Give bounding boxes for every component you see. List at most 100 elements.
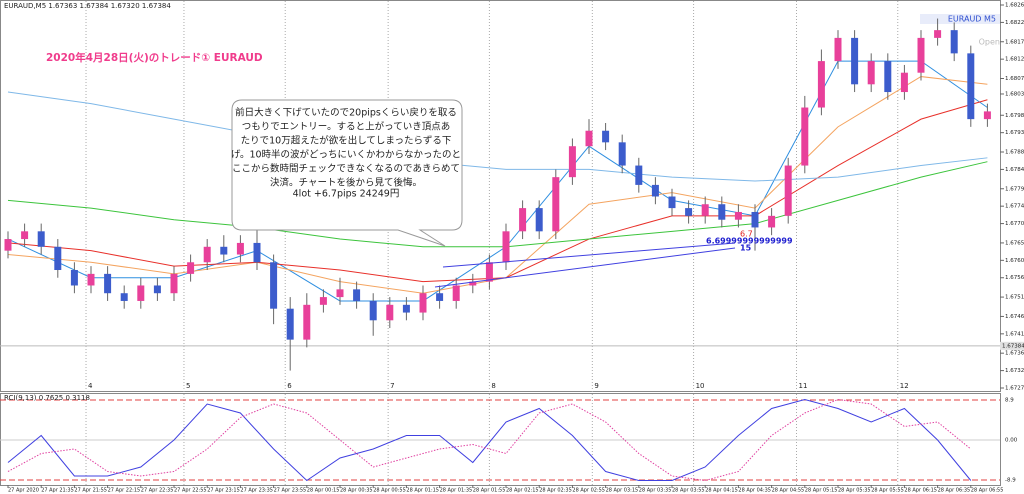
x-tick-label: 27 Apr 22:35 bbox=[141, 488, 174, 494]
y-tick-label: 1.67935 bbox=[1005, 130, 1024, 136]
y-tick-label: 1.68075 bbox=[1005, 76, 1024, 82]
x-tick-label: 27 Apr 23:15 bbox=[207, 488, 240, 494]
candle-body bbox=[884, 61, 892, 93]
y-tick-label: 1.67460 bbox=[1005, 314, 1024, 320]
trade-result: 4lot +6.7pips 24249円 bbox=[293, 189, 400, 200]
y-tick-label: 1.67745 bbox=[1005, 204, 1024, 210]
x-tick-label: 28 Apr 01:35 bbox=[440, 488, 473, 494]
candle-body bbox=[153, 285, 161, 294]
x-tick-label: 28 Apr 05:55 bbox=[871, 488, 904, 494]
annotation-line: げ。10時半の波がどっちにいくかわからなかったのと bbox=[231, 149, 461, 161]
candle-body bbox=[900, 72, 908, 93]
candle-body bbox=[270, 262, 278, 309]
chart-title: 2020年4月28日(火)のトレード① EURAUD bbox=[46, 51, 263, 64]
candle-body bbox=[369, 300, 377, 321]
x-tick-label: 28 Apr 01:15 bbox=[406, 488, 439, 494]
candle-body bbox=[220, 246, 228, 255]
y-tick-label: 1.67365 bbox=[1005, 351, 1024, 357]
x-tick-label: 28 Apr 05:35 bbox=[838, 488, 871, 494]
x-tick-label: 28 Apr 02:15 bbox=[506, 488, 539, 494]
y-tick-label: 1.67510 bbox=[1005, 295, 1024, 301]
trade-label: 6.69999999999999 bbox=[706, 237, 793, 246]
rci-title: RCI(9,13) 0.7625 0.3118 bbox=[4, 394, 90, 402]
candle-body bbox=[203, 246, 211, 263]
rci-tick-label: 0.00 bbox=[1005, 438, 1018, 444]
candle-body bbox=[386, 304, 394, 321]
trade-line bbox=[442, 242, 736, 268]
y-tick-label: 1.68265 bbox=[1005, 3, 1024, 9]
candle-body bbox=[701, 204, 709, 216]
main-panel bbox=[0, 0, 1001, 392]
x-tick-label: 28 Apr 05:15 bbox=[805, 488, 838, 494]
x-tick-label: 28 Apr 06:35 bbox=[938, 488, 971, 494]
y-tick-label: 1.67560 bbox=[1005, 275, 1024, 281]
indicator-line bbox=[7, 398, 972, 482]
session-label: 12 bbox=[900, 382, 909, 390]
session-label: 7 bbox=[390, 382, 394, 390]
x-tick-label: 28 Apr 03:55 bbox=[672, 488, 705, 494]
annotation: 前日大きく下げていたので20pipsくらい戻りを取るつもりでエントリー。すると上… bbox=[231, 107, 461, 189]
session-label: 8 bbox=[491, 382, 495, 390]
x-tick-label: 27 Apr 23:55 bbox=[274, 488, 307, 494]
x-tick-label: 27 Apr 21:55 bbox=[74, 488, 107, 494]
indicator-line bbox=[7, 398, 972, 482]
candle-body bbox=[851, 37, 859, 85]
x-tick-label: 28 Apr 02:35 bbox=[539, 488, 572, 494]
candle-body bbox=[950, 30, 958, 54]
y-tick-label: 1.67605 bbox=[1005, 258, 1024, 264]
candle-body bbox=[618, 142, 626, 166]
y-tick-label: 1.67275 bbox=[1005, 386, 1024, 392]
rci-tick-label: -8.9 bbox=[1005, 478, 1016, 484]
y-tick-label: 1.68125 bbox=[1005, 57, 1024, 63]
x-tick-label: 28 Apr 01:55 bbox=[473, 488, 506, 494]
x-tick-label: 28 Apr 04:35 bbox=[738, 488, 771, 494]
candle-body bbox=[917, 37, 925, 73]
trade-label: 6.7 bbox=[740, 230, 753, 239]
callout bbox=[231, 99, 463, 247]
candle-body bbox=[419, 293, 427, 313]
candle-body bbox=[519, 208, 527, 232]
candle-body bbox=[983, 111, 991, 120]
x-tick-label: 28 Apr 02:55 bbox=[572, 488, 605, 494]
current-price-label: 1.67384 bbox=[1002, 343, 1024, 349]
x-tick-label: 28 Apr 00:35 bbox=[340, 488, 373, 494]
annotation-line: 前日大きく下げていたので20pipsくらい戻りを取る bbox=[235, 107, 457, 119]
candle-body bbox=[651, 184, 659, 197]
candle-body bbox=[502, 231, 510, 263]
candle-body bbox=[319, 297, 327, 305]
candle-body bbox=[4, 239, 12, 251]
candle-body bbox=[253, 242, 261, 263]
candle-body bbox=[834, 37, 842, 62]
x-tick-label: 28 Apr 04:15 bbox=[705, 488, 738, 494]
candle-body bbox=[120, 293, 128, 301]
candle-body bbox=[568, 146, 576, 178]
candle-body bbox=[402, 304, 410, 313]
x-tick-label: 28 Apr 00:55 bbox=[373, 488, 406, 494]
candle-body bbox=[867, 61, 875, 85]
candle-body bbox=[137, 285, 145, 301]
candle-body bbox=[37, 231, 45, 247]
x-tick-label: 27 Apr 22:15 bbox=[108, 488, 141, 494]
header: EURAUD,M5 1.67363 1.67384 1.67320 1.6738… bbox=[4, 2, 171, 10]
candle-body bbox=[768, 215, 776, 228]
x-tick-label: 27 Apr 2020 bbox=[8, 488, 39, 494]
session-label: 5 bbox=[186, 382, 190, 390]
candle-body bbox=[436, 293, 444, 301]
candle-body bbox=[934, 30, 942, 38]
candle-body bbox=[784, 165, 792, 216]
candle-body bbox=[801, 107, 809, 166]
candle-body bbox=[734, 211, 742, 220]
y-tick-label: 1.68170 bbox=[1005, 39, 1024, 45]
session-label: 6 bbox=[287, 382, 292, 390]
candle-body bbox=[336, 289, 344, 298]
rci-tick-label: 8.9 bbox=[1005, 397, 1014, 403]
candle-body bbox=[353, 289, 361, 301]
x-tick-label: 28 Apr 04:55 bbox=[772, 488, 805, 494]
candle-body bbox=[104, 273, 112, 294]
x-tick-label: 27 Apr 23:35 bbox=[240, 488, 273, 494]
candle-body bbox=[187, 262, 195, 274]
y-tick-label: 1.67700 bbox=[1005, 221, 1024, 227]
x-tick-label: 28 Apr 00:15 bbox=[307, 488, 340, 494]
y-tick-label: 1.67840 bbox=[1005, 167, 1024, 173]
